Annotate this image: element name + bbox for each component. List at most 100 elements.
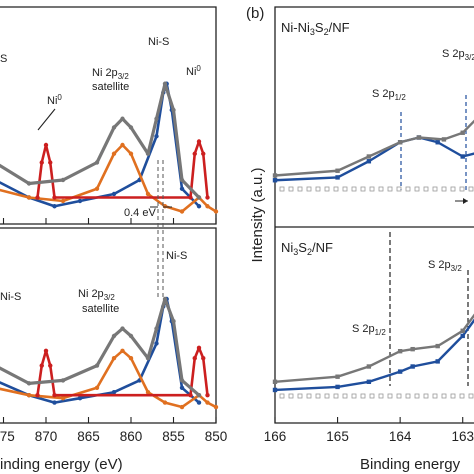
data-point bbox=[48, 363, 53, 368]
baseline-marker bbox=[405, 186, 411, 192]
data-point bbox=[179, 177, 185, 183]
panel-b-ylabel: Intensity (a.u.) bbox=[249, 167, 266, 262]
data-point bbox=[213, 404, 219, 410]
data-point bbox=[60, 198, 66, 204]
baseline-marker bbox=[279, 393, 285, 399]
baseline-marker bbox=[315, 186, 321, 192]
data-point bbox=[128, 125, 134, 130]
baseline-marker bbox=[459, 186, 465, 192]
panel-b-bottom-plot bbox=[272, 313, 474, 399]
baseline-marker bbox=[333, 393, 339, 399]
data-point bbox=[35, 393, 40, 398]
satellite-label-top-line2: satellite bbox=[92, 81, 129, 93]
data-point bbox=[120, 116, 125, 121]
satellite-label-bottom-line1: Ni 2p3/2 bbox=[78, 288, 115, 302]
panel-b-title-top: Ni-Ni3S2/NF bbox=[281, 20, 350, 37]
x-tick-label: 860 bbox=[120, 429, 143, 444]
data-point bbox=[196, 393, 202, 398]
data-point bbox=[26, 181, 32, 186]
data-point bbox=[179, 186, 185, 191]
data-point bbox=[94, 186, 100, 191]
shift-label: 0.4 eV bbox=[124, 207, 156, 219]
data-point bbox=[272, 173, 278, 178]
data-point bbox=[94, 363, 100, 368]
data-point bbox=[154, 134, 159, 139]
data-point bbox=[205, 204, 210, 209]
baseline-marker bbox=[360, 393, 366, 399]
baseline-marker bbox=[396, 393, 402, 399]
x-tick-label: 163 bbox=[451, 429, 474, 444]
baseline-marker bbox=[378, 186, 384, 192]
data-point bbox=[335, 384, 340, 390]
data-point bbox=[39, 363, 44, 368]
data-point bbox=[60, 395, 66, 401]
data-point bbox=[366, 364, 372, 369]
s2p12-label-top: S 2p1/2 bbox=[372, 88, 406, 102]
baseline-marker bbox=[414, 393, 420, 399]
data-point bbox=[120, 348, 125, 353]
series-line bbox=[274, 313, 474, 383]
data-point bbox=[60, 177, 66, 183]
baseline-marker bbox=[387, 186, 393, 192]
x-tick-label: 164 bbox=[389, 429, 412, 444]
baseline-marker bbox=[450, 186, 456, 192]
baseline-marker bbox=[315, 393, 321, 399]
data-point bbox=[366, 379, 372, 384]
data-point bbox=[205, 400, 210, 405]
data-point bbox=[397, 349, 403, 354]
baseline-marker bbox=[369, 186, 375, 192]
data-point bbox=[196, 195, 202, 200]
baseline-marker bbox=[423, 186, 429, 192]
data-point bbox=[410, 346, 415, 352]
baseline-marker bbox=[468, 186, 474, 192]
s2p32-label-bottom: S 2p3/2 bbox=[428, 259, 462, 273]
baseline-marker bbox=[396, 186, 402, 192]
s2p12-label-bottom: S 2p1/2 bbox=[352, 323, 386, 337]
data-point bbox=[272, 387, 278, 393]
data-point bbox=[335, 175, 340, 180]
baseline-marker bbox=[432, 393, 438, 399]
panel-b-label: (b) bbox=[246, 5, 264, 22]
data-point bbox=[120, 326, 125, 331]
data-point bbox=[48, 160, 53, 165]
baseline-marker bbox=[306, 393, 312, 399]
series-line bbox=[0, 82, 200, 208]
data-point bbox=[192, 151, 197, 156]
data-point bbox=[435, 359, 440, 364]
data-point bbox=[188, 393, 193, 398]
satellite-label-top-line1: Ni 2p3/2 bbox=[92, 67, 129, 81]
data-point bbox=[416, 135, 422, 140]
baseline-marker bbox=[324, 393, 330, 399]
data-point bbox=[201, 151, 206, 156]
data-point bbox=[460, 333, 465, 339]
baseline-marker bbox=[360, 186, 366, 192]
data-point bbox=[171, 319, 176, 324]
data-point bbox=[201, 356, 206, 361]
baseline-marker bbox=[450, 393, 456, 399]
panel-b-title-bottom: Ni3S2/NF bbox=[281, 240, 333, 257]
data-point bbox=[154, 116, 159, 121]
data-point bbox=[188, 195, 193, 200]
x-tick-label: 875 bbox=[0, 429, 15, 444]
baseline-marker bbox=[423, 393, 429, 399]
data-point bbox=[171, 107, 176, 113]
data-point bbox=[460, 328, 465, 333]
data-point bbox=[272, 178, 278, 183]
data-point bbox=[441, 137, 447, 142]
data-point bbox=[366, 154, 372, 159]
baseline-marker bbox=[333, 186, 339, 192]
data-point bbox=[145, 390, 151, 395]
data-point bbox=[162, 81, 168, 86]
x-tick-label: 870 bbox=[35, 429, 58, 444]
baseline-marker bbox=[414, 186, 420, 192]
data-point bbox=[213, 209, 219, 214]
baseline-marker bbox=[306, 186, 312, 192]
data-point bbox=[162, 296, 168, 302]
series-line bbox=[0, 143, 217, 213]
baseline-marker bbox=[297, 393, 303, 399]
data-point bbox=[111, 191, 117, 197]
data-point bbox=[94, 160, 100, 165]
data-point bbox=[179, 385, 185, 390]
x-tick-label: 865 bbox=[77, 429, 100, 444]
data-point bbox=[162, 400, 168, 405]
